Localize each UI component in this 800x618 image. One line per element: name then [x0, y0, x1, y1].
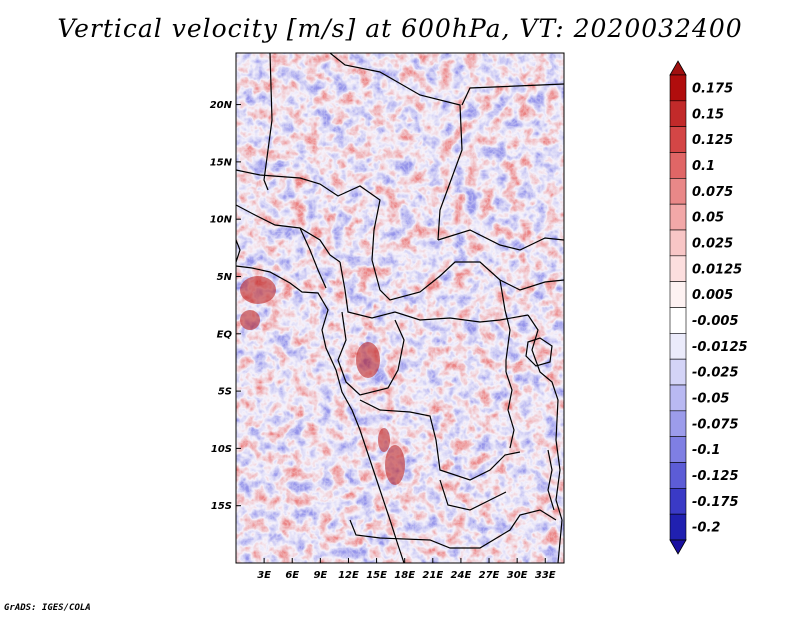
coastline-west-africa	[236, 265, 405, 563]
colorbar-label: -0.2	[692, 521, 720, 536]
lat-tick-label: 10S	[211, 444, 232, 455]
colorbar-label: -0.175	[692, 495, 739, 510]
colorbar-swatch	[669, 358, 687, 386]
border-chad	[371, 229, 564, 301]
colorbar-swatch	[669, 462, 687, 489]
colorbar-swatch	[669, 307, 687, 334]
colorbar: 0.175 0.15 0.125 0.1 0.075 0.05 0.025 0.0125 0.0…	[669, 60, 748, 555]
colorbar-label: -0.075	[692, 417, 739, 432]
longitude-axis: 3E 6E 9E 12E 15E 18E 21E 24E 27E 30E 33E	[257, 558, 556, 581]
plot-area	[236, 53, 564, 563]
colorbar-swatch	[669, 281, 687, 308]
lon-tick-label: 3E	[257, 570, 271, 581]
lon-tick-label: 27E	[479, 570, 500, 581]
lat-tick-label: 5S	[218, 387, 232, 398]
lake-victoria	[525, 337, 553, 367]
colorbar-swatch	[669, 255, 687, 282]
border-east	[499, 279, 511, 372]
lat-tick-label: 15S	[211, 501, 232, 512]
colorbar-swatch	[669, 178, 687, 205]
border-angola	[349, 509, 557, 549]
latitude-axis: 20N 15N 10N 5N EQ 5S 10S 15S	[210, 100, 241, 512]
border-north-2	[329, 53, 463, 241]
lake-tanganyika	[505, 371, 515, 449]
plot-frame	[235, 52, 565, 564]
colorbar-label: 0.1	[692, 159, 715, 174]
colorbar-bottom-arrow	[669, 539, 687, 555]
lat-tick-label: EQ	[217, 329, 233, 340]
field-fine-structure	[236, 53, 564, 563]
coastline-east-lakes	[527, 314, 563, 563]
colorbar-swatch	[669, 74, 687, 102]
colorbar-top-arrow	[669, 60, 687, 76]
colorbar-label: -0.1	[692, 443, 720, 458]
colorbar-label: 0.175	[692, 81, 733, 96]
colorbar-swatch	[669, 410, 687, 437]
strong-updraft-patches	[240, 276, 405, 485]
lon-tick-label: 15E	[366, 570, 387, 581]
boundary-lines	[236, 53, 564, 563]
border-central	[299, 227, 327, 289]
border-drc-south	[359, 399, 521, 481]
colorbar-label: 0.075	[692, 185, 733, 200]
colorbar-swatch	[669, 152, 687, 179]
colorbar-label: -0.005	[692, 314, 739, 329]
colorbar-swatch	[669, 384, 687, 412]
lon-tick-label: 33E	[535, 570, 556, 581]
colorbar-label: -0.0125	[692, 340, 748, 355]
lake-malawi	[547, 449, 555, 511]
map-title: Vertical velocity [m/s] at 600hPa, VT: 2…	[57, 14, 743, 43]
border-car	[339, 261, 529, 323]
colorbar-swatch	[669, 333, 687, 360]
lat-tick-label: 10N	[210, 215, 233, 226]
colorbar-label: -0.125	[692, 469, 739, 484]
colorbar-label: 0.025	[692, 236, 733, 251]
lon-tick-label: 9E	[313, 570, 327, 581]
colorbar-label: 0.15	[692, 107, 724, 122]
border-sudan	[437, 229, 564, 251]
colorbar-swatch	[669, 100, 687, 127]
colorbar-label: 0.05	[692, 211, 724, 226]
colorbar-label: 0.125	[692, 133, 733, 148]
lon-tick-label: 24E	[451, 570, 472, 581]
colorbar-swatch	[669, 488, 687, 515]
lat-tick-label: 5N	[217, 272, 233, 283]
border-congo	[337, 311, 405, 396]
lon-tick-label: 18E	[394, 570, 415, 581]
lon-tick-label: 21E	[422, 570, 443, 581]
grads-credit: GrADS: IGES/COLA	[4, 603, 91, 613]
coastline-gulf-guinea	[236, 239, 241, 263]
lat-tick-label: 15N	[210, 157, 233, 168]
colorbar-swatch	[669, 203, 687, 231]
colorbar-label: -0.05	[692, 391, 729, 406]
colorbar-swatch	[669, 513, 687, 541]
colorbar-swatch	[669, 436, 687, 463]
colorbar-label: -0.025	[692, 366, 739, 381]
border-north-1	[263, 53, 273, 191]
border-zambia	[439, 479, 507, 511]
border-north-3	[461, 83, 564, 106]
colorbar-label: 0.0125	[692, 262, 742, 277]
colorbar-label: 0.005	[692, 288, 733, 303]
lon-tick-label: 6E	[285, 570, 299, 581]
lat-tick-label: 20N	[210, 100, 233, 111]
colorbar-swatch	[669, 126, 687, 153]
colorbar-swatch	[669, 229, 687, 257]
border-sahel-1	[236, 169, 381, 231]
lon-tick-label: 30E	[507, 570, 528, 581]
lon-tick-label: 12E	[338, 570, 359, 581]
